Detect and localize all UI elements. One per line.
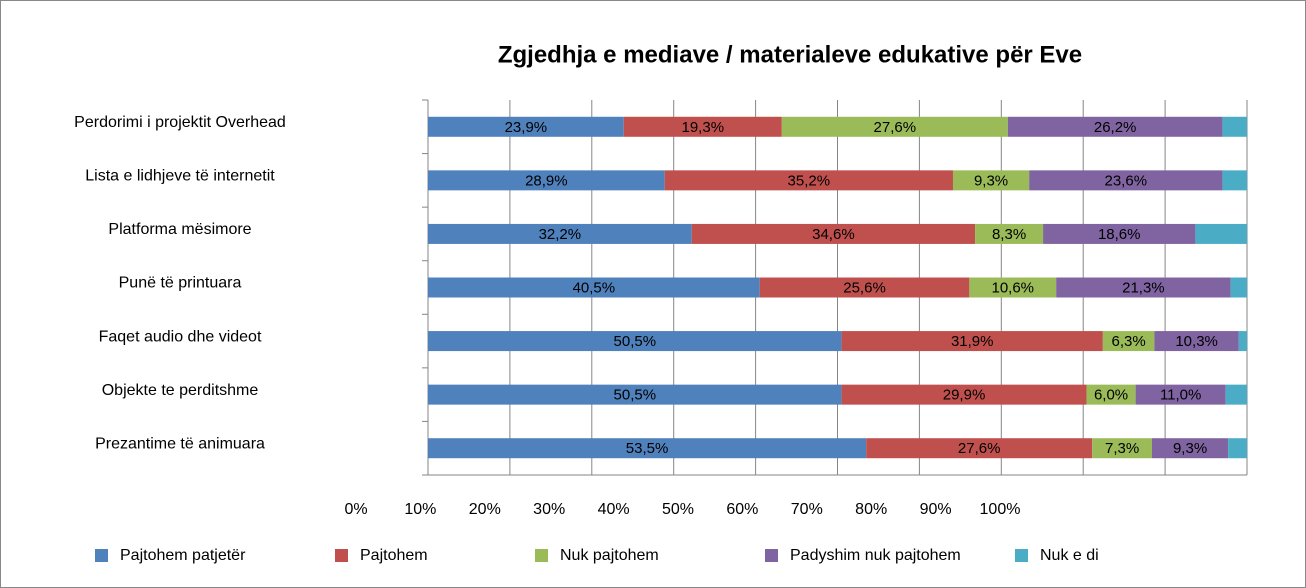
y-tick-label: Faqet audio dhe videot (99, 328, 262, 345)
bar-segment (428, 331, 842, 352)
y-tick-label: Objekte te perditshme (102, 382, 259, 399)
bar-segment (781, 116, 1008, 137)
value-label: 53,5% (626, 440, 669, 457)
x-tick-label: 20% (469, 501, 501, 518)
bar-segment (1225, 384, 1247, 405)
x-tick-label: 80% (855, 501, 887, 518)
bar-segment (1043, 223, 1196, 244)
bar-segment (1092, 438, 1152, 459)
value-label: 40,5% (573, 279, 616, 296)
value-label: 34,6% (812, 226, 855, 243)
chart-title: Zgjedhja e mediave / materialeve edukati… (498, 41, 1082, 68)
legend-label: Nuk e di (1040, 547, 1099, 564)
bar-segment (428, 116, 624, 137)
value-label: 29,9% (943, 387, 986, 404)
legend-swatch (335, 549, 348, 562)
value-label: 6,0% (1094, 387, 1128, 404)
value-label: 6,3% (1112, 333, 1146, 350)
value-label: 9,3% (974, 172, 1008, 189)
bar-segment (1230, 277, 1247, 298)
value-label: 10,6% (991, 279, 1034, 296)
x-tick-label: 100% (980, 501, 1021, 518)
bar-segment (1222, 170, 1247, 191)
bar-segment (1135, 384, 1226, 405)
bar-segment (841, 331, 1103, 352)
bar-segment (1222, 116, 1247, 137)
value-label: 50,5% (614, 333, 657, 350)
bar-segment (952, 170, 1030, 191)
y-tick-label: Prezantime të animuara (95, 435, 265, 452)
value-label: 9,3% (1173, 440, 1207, 457)
bar-segment (1029, 170, 1223, 191)
bar-segment (664, 170, 953, 191)
x-tick-label: 40% (598, 501, 630, 518)
value-label: 23,9% (505, 119, 548, 136)
bar-segment (841, 384, 1087, 405)
value-label: 27,6% (958, 440, 1001, 457)
value-label: 26,2% (1094, 119, 1137, 136)
x-tick-label: 30% (533, 501, 565, 518)
legend-swatch (765, 549, 778, 562)
y-tick-label: Perdorimi i projektit Overhead (74, 114, 286, 131)
bar-segment (428, 170, 665, 191)
value-label: 10,3% (1175, 333, 1218, 350)
legend-label: Pajtohem (360, 547, 428, 564)
bar-segment (759, 277, 970, 298)
bar-segment (1102, 331, 1155, 352)
value-label: 11,0% (1160, 387, 1201, 404)
bar-segment (1086, 384, 1136, 405)
value-label: 27,6% (874, 119, 917, 136)
bar-segment (428, 384, 842, 405)
legend-label: Nuk pajtohem (560, 547, 659, 564)
bar-segment (691, 223, 976, 244)
bar-segment (1056, 277, 1231, 298)
x-tick-label: 50% (662, 501, 694, 518)
bar-segment (1228, 438, 1247, 459)
value-label: 19,3% (682, 119, 725, 136)
legend-swatch (95, 549, 108, 562)
bar-segment (428, 223, 692, 244)
bar-segment (975, 223, 1044, 244)
value-label: 35,2% (788, 172, 831, 189)
x-tick-label: 0% (344, 501, 367, 518)
bar-segment (1007, 116, 1223, 137)
value-label: 18,6% (1098, 226, 1141, 243)
bar-segment (866, 438, 1093, 459)
legend-swatch (535, 549, 548, 562)
legend-label: Pajtohem patjetër (120, 547, 246, 564)
x-tick-label: 70% (791, 501, 823, 518)
value-label: 31,9% (951, 333, 994, 350)
y-tick-label: Platforma mësimore (108, 221, 251, 238)
bar-segment (428, 277, 760, 298)
value-label: 25,6% (843, 279, 886, 296)
bar-segment (1154, 331, 1239, 352)
y-tick-label: Punë të printuara (119, 275, 242, 292)
bar-segment (1151, 438, 1229, 459)
x-tick-label: 60% (726, 501, 758, 518)
bar-segment (1238, 331, 1247, 352)
value-label: 28,9% (525, 172, 568, 189)
y-tick-label: Lista e lidhjeve të internetit (85, 168, 275, 185)
bar-segment (969, 277, 1057, 298)
value-label: 50,5% (614, 387, 657, 404)
bar-segment (1195, 223, 1247, 244)
x-tick-label: 90% (920, 501, 952, 518)
bar-segment (428, 438, 867, 459)
value-label: 23,6% (1105, 172, 1148, 189)
value-label: 8,3% (992, 226, 1026, 243)
value-label: 21,3% (1122, 279, 1165, 296)
legend-swatch (1015, 549, 1028, 562)
value-label: 32,2% (539, 226, 582, 243)
value-label: 7,3% (1105, 440, 1139, 457)
legend-label: Padyshim nuk pajtohem (790, 547, 961, 564)
bar-segment (623, 116, 782, 137)
x-tick-label: 10% (404, 501, 436, 518)
